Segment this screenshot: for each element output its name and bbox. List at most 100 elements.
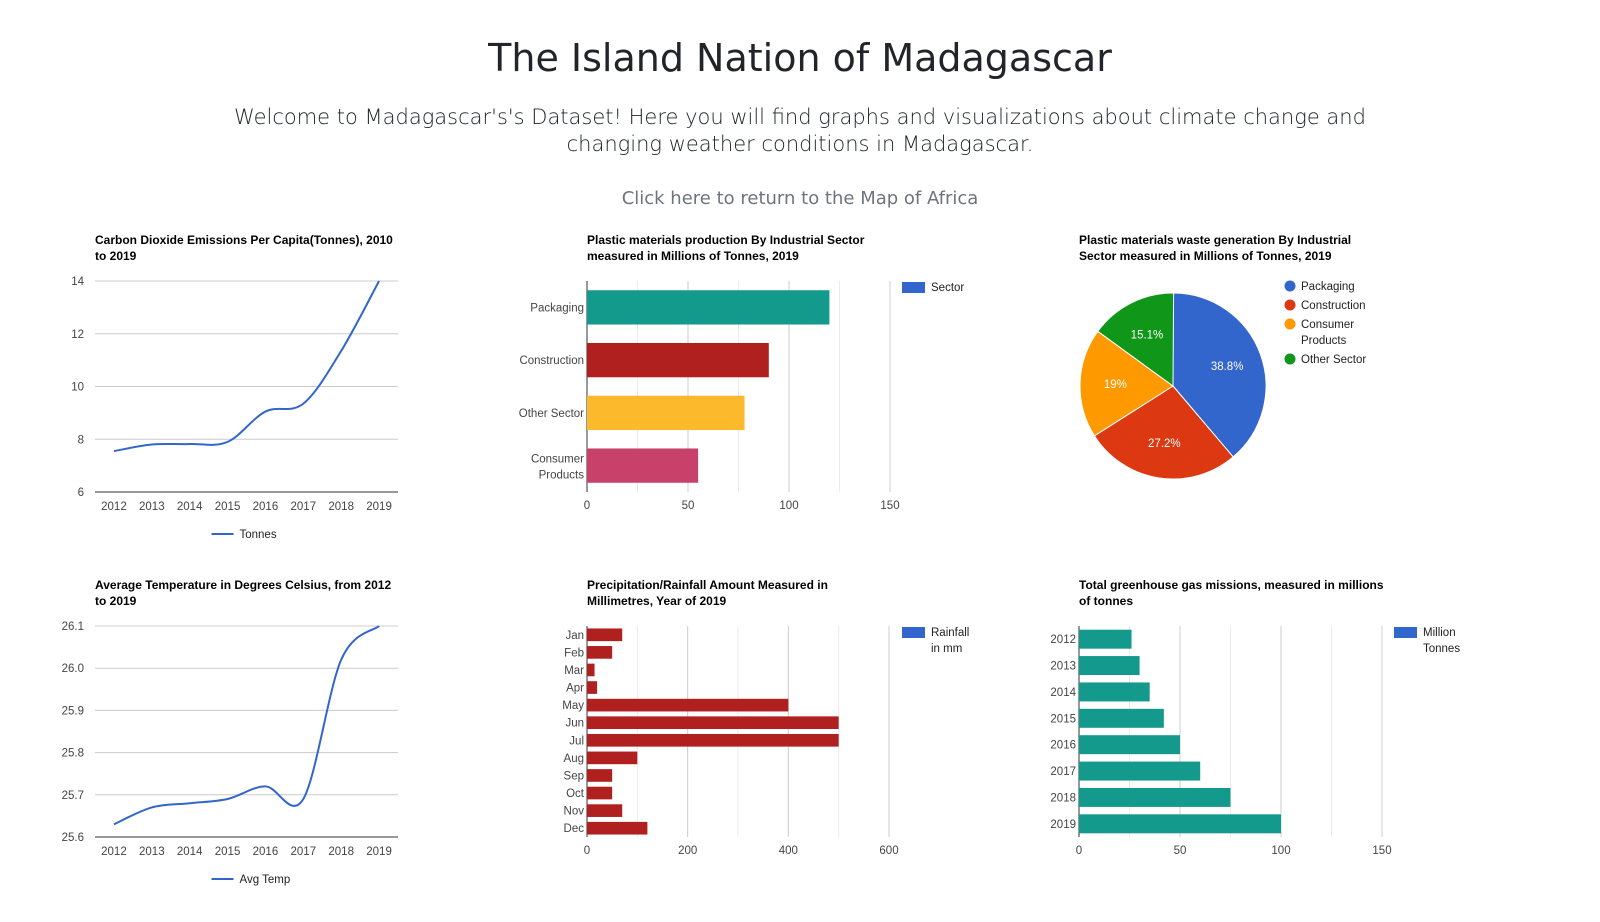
x-tick-label: 150 — [880, 500, 899, 512]
bar-other-sector — [587, 395, 745, 431]
y-tick-label: Mar — [564, 665, 584, 677]
x-tick-label: 0 — [584, 845, 590, 857]
legend-swatch — [1394, 627, 1417, 638]
y-tick-label: 2013 — [1050, 661, 1076, 673]
y-tick-label: 2019 — [1050, 819, 1076, 831]
legend-label: Packaging — [1301, 281, 1355, 293]
bar-apr — [587, 681, 598, 694]
series-line-avg-temp — [113, 625, 380, 826]
chart-svg-rainfall: Precipitation/Rainfall Amount Measured i… — [562, 578, 969, 857]
y-tick-label: 14 — [71, 276, 84, 288]
legend-label: Tonnes — [240, 529, 277, 541]
x-tick-label: 2013 — [139, 501, 165, 513]
x-tick-label: 0 — [1076, 845, 1082, 857]
legend-label: Construction — [1301, 300, 1366, 312]
chart-rainfall: Precipitation/Rainfall Amount Measured i… — [562, 571, 1072, 911]
y-tick-label: Jan — [565, 630, 584, 642]
legend-label: Consumer — [1301, 319, 1354, 331]
chart-title: to 2019 — [95, 249, 137, 263]
y-tick-label: Sep — [564, 770, 584, 782]
bar-may — [587, 698, 789, 712]
slice-label: 38.8% — [1211, 361, 1244, 373]
y-tick-label: Other Sector — [519, 408, 584, 420]
bar-2019 — [1079, 814, 1281, 834]
x-tick-label: 2017 — [291, 846, 317, 858]
chart-plastic-production: Plastic materials production By Industri… — [519, 226, 1072, 566]
chart-svg-plastic_waste: Plastic materials waste generation By In… — [1079, 233, 1366, 480]
bar-2016 — [1079, 735, 1180, 755]
legend-label: Million — [1423, 627, 1456, 639]
x-tick-label: 2017 — [291, 501, 317, 513]
bar-2013 — [1079, 656, 1140, 676]
x-tick-label: 50 — [682, 500, 695, 512]
chart-title: Plastic materials production By Industri… — [587, 233, 865, 247]
x-tick-label: 2016 — [253, 501, 279, 513]
x-tick-label: 100 — [1271, 845, 1290, 857]
y-tick-label: Aug — [564, 753, 584, 765]
x-tick-label: 200 — [678, 845, 697, 857]
bar-dec — [587, 821, 648, 835]
y-tick-label: 25.7 — [62, 790, 84, 802]
chart-plastic-waste: Plastic materials waste generation By In… — [1064, 226, 1564, 566]
y-tick-label: 26.0 — [62, 663, 84, 675]
chart-greenhouse-gas: Total greenhouse gas missions, measured … — [1050, 571, 1564, 911]
y-tick-label: 2017 — [1050, 766, 1076, 778]
chart-title: Plastic materials waste generation By In… — [1079, 233, 1351, 247]
y-tick-label: Dec — [564, 823, 585, 835]
chart-svg-plastic_prod: Plastic materials production By Industri… — [519, 233, 965, 512]
x-tick-label: 0 — [584, 500, 590, 512]
y-tick-label: 12 — [71, 329, 84, 341]
chart-svg-co2: Carbon Dioxide Emissions Per Capita(Tonn… — [71, 233, 398, 541]
chart-avg-temperature: Average Temperature in Degrees Celsius, … — [62, 571, 580, 911]
x-tick-label: 150 — [1372, 845, 1391, 857]
y-tick-label: 2018 — [1050, 792, 1076, 804]
bar-jan — [587, 628, 623, 642]
bar-oct — [587, 786, 613, 800]
x-tick-label: 2018 — [328, 846, 354, 858]
legend-label: Tonnes — [1423, 643, 1460, 655]
bar-2018 — [1079, 787, 1231, 807]
bar-2014 — [1079, 682, 1150, 702]
x-tick-label: 100 — [779, 500, 798, 512]
x-tick-label: 2018 — [328, 501, 354, 513]
chart-title: Total greenhouse gas missions, measured … — [1079, 578, 1384, 592]
legend-swatch — [902, 627, 925, 638]
bar-sep — [587, 769, 613, 782]
bar-nov — [587, 804, 623, 817]
chart-title: Average Temperature in Degrees Celsius, … — [95, 578, 391, 592]
x-tick-label: 2014 — [177, 846, 203, 858]
x-tick-label: 2019 — [366, 846, 392, 858]
legend-label: in mm — [931, 643, 962, 655]
bar-jul — [587, 733, 839, 747]
x-tick-label: 2019 — [366, 501, 392, 513]
bar-consumer-products — [587, 448, 699, 483]
y-tick-label: 25.6 — [62, 832, 84, 844]
return-to-map-link[interactable]: Click here to return to the Map of Afric… — [621, 188, 979, 209]
x-tick-label: 2016 — [253, 846, 279, 858]
slice-label: 27.2% — [1148, 438, 1181, 450]
y-tick-label: Jun — [565, 718, 584, 730]
chart-co2-emissions: Carbon Dioxide Emissions Per Capita(Tonn… — [71, 226, 580, 566]
bar-aug — [587, 751, 638, 765]
legend-label: Other Sector — [1301, 354, 1366, 366]
y-tick-label: May — [562, 700, 584, 712]
bar-2015 — [1079, 708, 1164, 728]
y-tick-label: Products — [539, 470, 585, 482]
chart-svg-temp: Average Temperature in Degrees Celsius, … — [62, 578, 398, 886]
page-title: The Island Nation of Madagascar — [488, 36, 1112, 80]
x-tick-label: 600 — [879, 845, 898, 857]
slice-label: 19% — [1104, 379, 1127, 391]
x-tick-label: 400 — [779, 845, 798, 857]
y-tick-label: 2014 — [1050, 687, 1076, 699]
bar-mar — [587, 663, 595, 677]
y-tick-label: 6 — [78, 487, 84, 499]
legend-label: Sector — [931, 282, 964, 294]
pie-slice-consumer-products — [1079, 330, 1174, 437]
legend-swatch — [1284, 353, 1296, 365]
pie-slice-packaging — [1172, 292, 1267, 458]
chart-title: to 2019 — [95, 594, 137, 608]
bar-packaging — [587, 290, 830, 325]
y-tick-label: 10 — [71, 382, 84, 394]
y-tick-label: Oct — [566, 788, 585, 800]
y-tick-label: Apr — [566, 683, 584, 695]
